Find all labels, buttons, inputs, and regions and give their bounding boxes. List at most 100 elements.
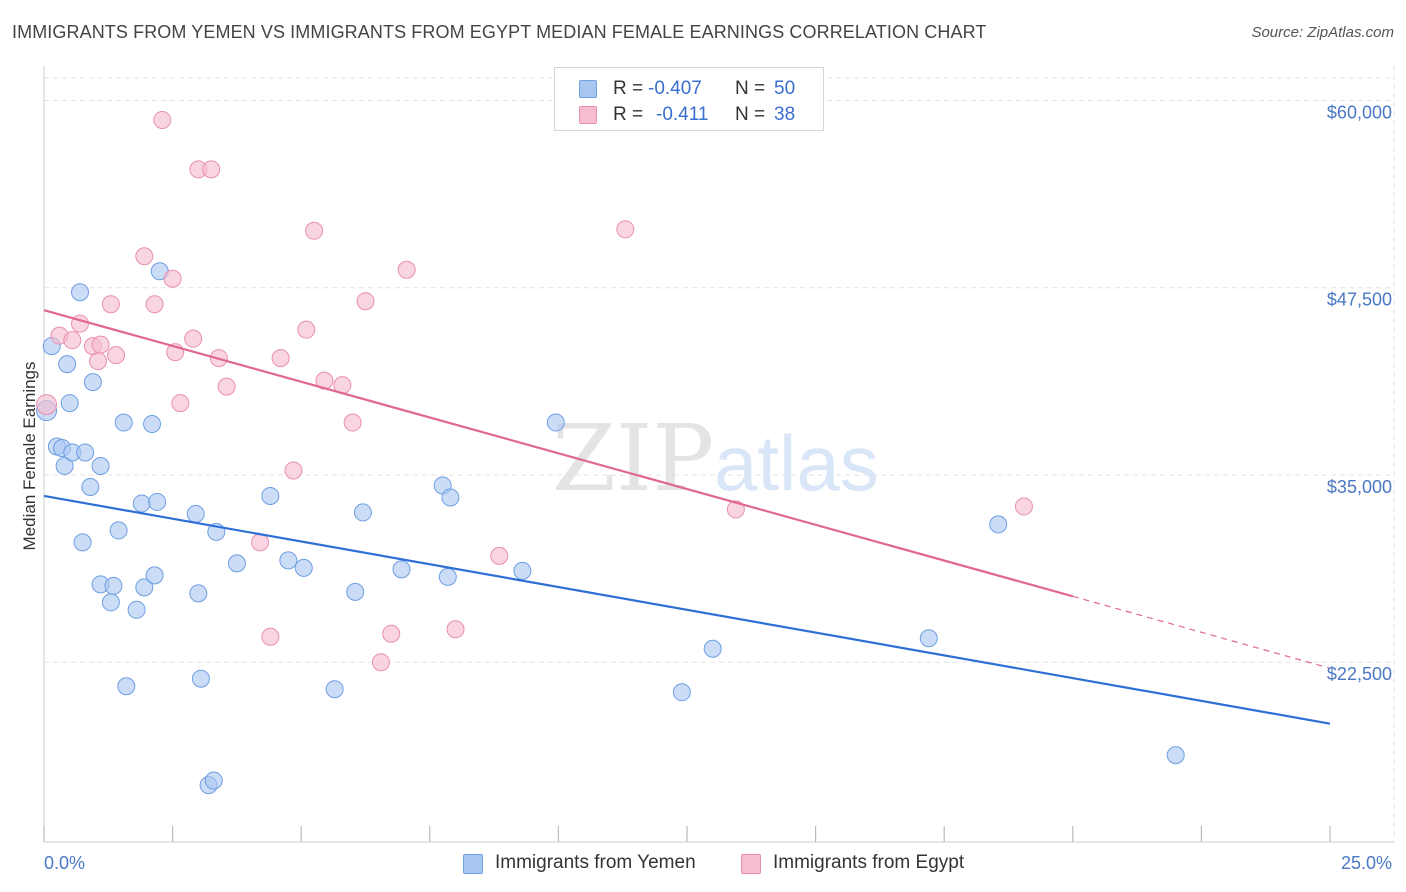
- legend-n-label: N =: [735, 104, 766, 125]
- yemen-point: [83, 373, 102, 392]
- egypt-point: [1014, 497, 1033, 516]
- egypt-point: [397, 260, 416, 279]
- y-tick-label: $35,000: [1327, 477, 1392, 497]
- y-tick-label: $47,500: [1327, 290, 1392, 310]
- egypt-point: [163, 269, 182, 288]
- bottom-legend-label-yemen: Immigrants from Yemen: [495, 852, 696, 873]
- egypt-point: [305, 221, 324, 240]
- source-label: Source: ZipAtlas.com: [1251, 24, 1394, 41]
- yemen-point: [58, 355, 77, 374]
- yemen-point: [392, 560, 411, 579]
- legend-n-label: N =: [735, 78, 766, 99]
- bottom-legend-swatch-yemen: [463, 854, 483, 874]
- yemen-point: [546, 413, 565, 432]
- y-axis-label: Median Female Earnings: [20, 362, 39, 551]
- yemen-point: [148, 492, 167, 511]
- yemen-point: [261, 486, 280, 505]
- yemen-point: [60, 394, 79, 413]
- yemen-point: [672, 683, 691, 702]
- yemen-point: [227, 554, 246, 573]
- legend-swatch-yemen: [579, 80, 597, 98]
- yemen-point: [104, 576, 123, 595]
- egypt-point: [171, 394, 190, 413]
- egypt-point: [261, 627, 280, 646]
- bottom-legend-label-egypt: Immigrants from Egypt: [773, 852, 965, 873]
- chart-title: IMMIGRANTS FROM YEMEN VS IMMIGRANTS FROM…: [12, 22, 987, 42]
- yemen-trend-line: [43, 494, 1331, 725]
- legend-r-label: R =: [613, 104, 644, 125]
- yemen-point: [438, 567, 457, 586]
- yemen-point: [703, 639, 722, 658]
- egypt-point: [184, 329, 203, 348]
- egypt-point: [251, 533, 270, 552]
- yemen-point: [989, 515, 1008, 534]
- egypt-point: [153, 110, 172, 129]
- egypt-point: [217, 377, 236, 396]
- yemen-point: [145, 566, 164, 585]
- watermark-atlas: atlas: [714, 419, 879, 507]
- legend-r-value: -0.411: [656, 104, 709, 125]
- legend-swatch-egypt: [579, 106, 597, 124]
- legend-row-yemen: R = -0.407 N = 50: [555, 76, 823, 102]
- yemen-point: [1166, 746, 1185, 765]
- x-tick-label: 25.0%: [1341, 853, 1392, 873]
- yemen-point: [117, 677, 136, 696]
- yemen-point: [204, 771, 223, 790]
- egypt-point: [63, 331, 82, 350]
- grid-lines: [44, 66, 1395, 842]
- yemen-point: [513, 561, 532, 580]
- egypt-point: [135, 247, 154, 266]
- legend-n-value: 38: [774, 104, 796, 125]
- egypt-point: [490, 546, 509, 565]
- yemen-point: [353, 503, 372, 522]
- legend-r-value: -0.407: [648, 78, 702, 99]
- yemen-point: [101, 593, 120, 612]
- legend-r-label: R =: [613, 78, 644, 99]
- bottom-legend-swatch-egypt: [741, 854, 761, 874]
- watermark: ZIP atlas: [552, 405, 879, 512]
- yemen-point: [325, 680, 344, 699]
- bottom-legend-egypt: Immigrants from Egypt: [741, 852, 1001, 876]
- egypt-point: [616, 220, 635, 239]
- x-tick-label: 0.0%: [44, 853, 85, 873]
- yemen-point: [294, 558, 313, 577]
- egypt-point: [36, 394, 58, 416]
- tick-labels: $22,500 $35,000 $47,500 $60,000 0.0% 25.0%: [44, 102, 1392, 873]
- yemen-series: [36, 262, 1185, 795]
- yemen-point: [279, 551, 298, 570]
- yemen-point: [71, 283, 90, 302]
- yemen-point: [91, 456, 110, 475]
- egypt-series: [36, 110, 1033, 672]
- yemen-point: [191, 669, 210, 688]
- yemen-point: [81, 477, 100, 496]
- egypt-point: [726, 500, 745, 519]
- egypt-point: [371, 653, 390, 672]
- yemen-point: [114, 413, 133, 432]
- yemen-point: [127, 600, 146, 619]
- egypt-point: [202, 160, 221, 179]
- egypt-point: [107, 346, 126, 365]
- egypt-point: [271, 349, 290, 368]
- yemen-point: [135, 578, 154, 597]
- egypt-point: [343, 413, 362, 432]
- egypt-point: [145, 295, 164, 314]
- yemen-point: [346, 582, 365, 601]
- egypt-trend-line: [43, 309, 1074, 598]
- yemen-point: [441, 488, 460, 507]
- egypt-point: [382, 624, 401, 643]
- axes: [43, 66, 1394, 843]
- yemen-point: [189, 584, 208, 603]
- legend-n-value: 50: [774, 78, 796, 99]
- correlation-legend: R = -0.407 N = 50 R = -0.411 N = 38: [554, 67, 824, 131]
- yemen-point: [132, 494, 151, 513]
- yemen-point: [73, 533, 92, 552]
- egypt-point: [446, 620, 465, 639]
- egypt-point: [356, 292, 375, 311]
- yemen-point: [55, 456, 74, 475]
- egypt-point: [101, 295, 120, 314]
- bottom-legend-yemen: Immigrants from Yemen: [463, 852, 723, 876]
- egypt-point: [284, 461, 303, 480]
- egypt-point: [89, 352, 108, 371]
- yemen-point: [919, 629, 938, 648]
